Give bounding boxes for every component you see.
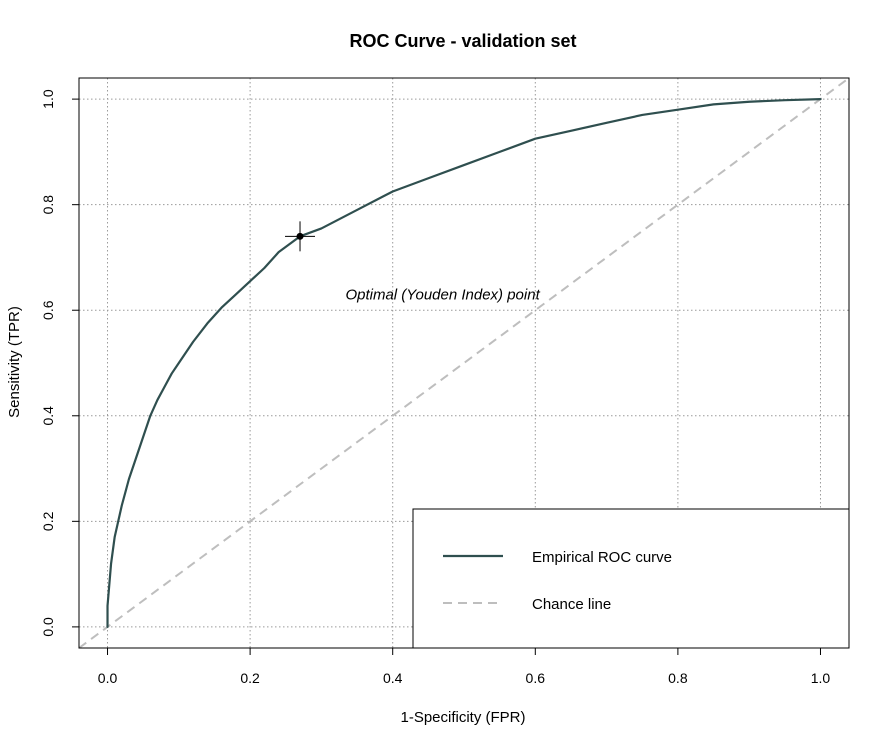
tick-layer: 0.0 0.2 0.4 0.6 0.8 1.0 0.0 0.2 0.4 0.6 0.8 1.0 xyxy=(40,89,830,686)
x-tick-label: 0.8 xyxy=(668,670,688,686)
y-tick-label: 0.2 xyxy=(40,511,56,531)
optimal-point-label: Optimal (Youden Index) point xyxy=(345,286,540,303)
x-tick-label: 0.4 xyxy=(383,670,403,686)
y-tick-label: 0.0 xyxy=(40,617,56,637)
legend: Empirical ROC curve Chance line xyxy=(412,508,850,649)
legend-box xyxy=(412,508,850,649)
roc-curve-line xyxy=(106,98,822,628)
x-tick-label: 0.2 xyxy=(240,670,260,686)
y-tick-label: 1.0 xyxy=(40,89,56,109)
series-layer xyxy=(78,77,850,649)
legend-chance-label: Chance line xyxy=(532,596,611,613)
x-tick-label: 1.0 xyxy=(811,670,831,686)
x-tick-label: 0.0 xyxy=(98,670,118,686)
optimal-point-marker xyxy=(296,232,304,240)
y-tick-label: 0.4 xyxy=(40,406,56,426)
legend-roc-label: Empirical ROC curve xyxy=(532,549,672,566)
x-axis-label: 1-Specificity (FPR) xyxy=(400,709,525,726)
chart-title: ROC Curve - validation set xyxy=(349,31,576,51)
y-tick-label: 0.6 xyxy=(40,300,56,320)
chance-line xyxy=(78,77,850,649)
y-tick-label: 0.8 xyxy=(40,195,56,215)
optimal-point-layer xyxy=(285,221,316,252)
x-tick-label: 0.6 xyxy=(526,670,546,686)
y-axis-label: Sensitivity (TPR) xyxy=(6,306,23,418)
